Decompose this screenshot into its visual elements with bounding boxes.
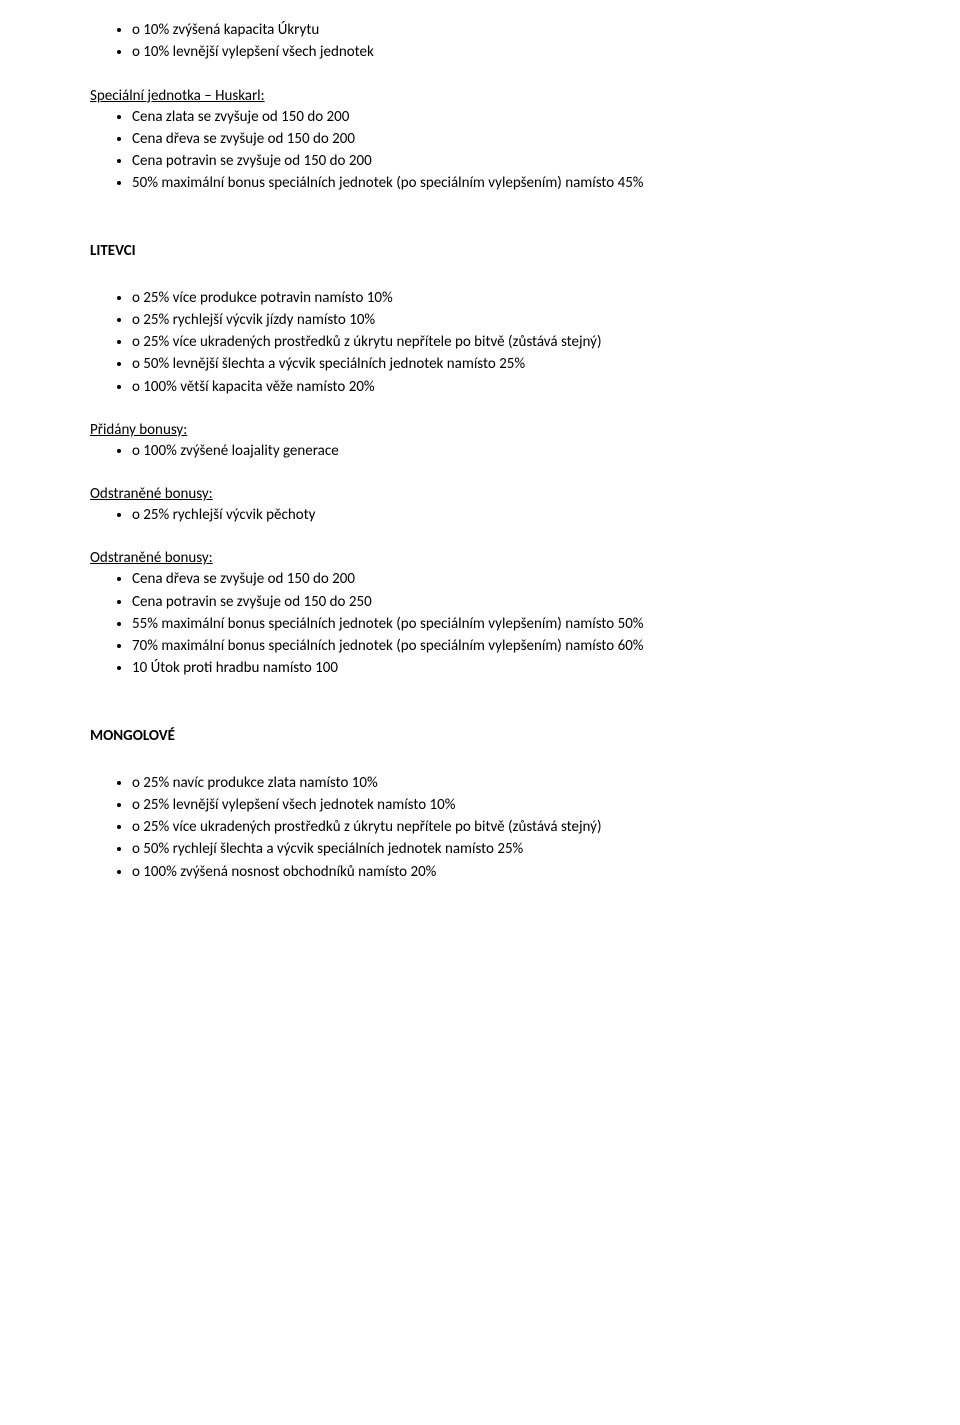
- section-underline-title: Odstraněné bonusy:: [90, 549, 870, 567]
- spacer: [90, 262, 870, 286]
- list-item: o 100% větší kapacita věže namísto 20%: [132, 377, 870, 397]
- list-item: o 25% rychlejší výcvik pěchoty: [132, 505, 870, 525]
- list-item: o 25% navíc produkce zlata namísto 10%: [132, 773, 870, 793]
- list-item: Cena potravin se zvyšuje od 150 do 200: [132, 151, 870, 171]
- heading-bold: MONGOLOVÉ: [90, 727, 870, 745]
- bullet-list: o 25% rychlejší výcvik pěchoty: [90, 505, 870, 525]
- list-item: o 25% levnější vylepšení všech jednotek …: [132, 795, 870, 815]
- document-page: o 10% zvýšená kapacita Úkrytuo 10% levně…: [0, 0, 960, 944]
- list-item: o 10% levnější vylepšení všech jednotek: [132, 42, 870, 62]
- heading-bold: LITEVCI: [90, 242, 870, 260]
- list-item: 70% maximální bonus speciálních jednotek…: [132, 636, 870, 656]
- section-underline-title: Odstraněné bonusy:: [90, 485, 870, 503]
- list-item: Cena dřeva se zvyšuje od 150 do 200: [132, 569, 870, 589]
- list-item: o 25% více ukradených prostředků z úkryt…: [132, 332, 870, 352]
- bullet-list: Cena dřeva se zvyšuje od 150 do 200 Cena …: [90, 569, 870, 678]
- bullet-list: o 25% více produkce potravin namísto 10%…: [90, 288, 870, 397]
- list-item: Cena potravin se zvyšuje od 150 do 250: [132, 592, 870, 612]
- bullet-list: o 10% zvýšená kapacita Úkrytuo 10% levně…: [90, 20, 870, 63]
- list-item: o 50% levnější šlechta a výcvik speciáln…: [132, 354, 870, 374]
- list-item: o 25% rychlejší výcvik jízdy namísto 10%: [132, 310, 870, 330]
- spacer: [90, 747, 870, 771]
- list-item: Cena zlata se zvyšuje od 150 do 200: [132, 107, 870, 127]
- list-item: 50% maximální bonus speciálních jednotek…: [132, 173, 870, 193]
- list-item: o 10% zvýšená kapacita Úkrytu: [132, 20, 870, 40]
- list-item: o 50% rychlejí šlechta a výcvik speciáln…: [132, 839, 870, 859]
- list-item: 55% maximální bonus speciálních jednotek…: [132, 614, 870, 634]
- list-item: Cena dřeva se zvyšuje od 150 do 200: [132, 129, 870, 149]
- bullet-list: o 25% navíc produkce zlata namísto 10%o …: [90, 773, 870, 882]
- bullet-list: o 100% zvýšené loajality generace: [90, 441, 870, 461]
- list-item: o 100% zvýšené loajality generace: [132, 441, 870, 461]
- list-item: o 100% zvýšená nosnost obchodníků namíst…: [132, 862, 870, 882]
- list-item: o 25% více produkce potravin namísto 10%: [132, 288, 870, 308]
- section-underline-title: Přidány bonusy:: [90, 421, 870, 439]
- section-underline-title: Speciální jednotka – Huskarl:: [90, 87, 870, 105]
- bullet-list: Cena zlata se zvyšuje od 150 do 200Cena …: [90, 107, 870, 194]
- list-item: 10 Útok proti hradbu namísto 100: [132, 658, 870, 678]
- list-item: o 25% více ukradených prostředků z úkryt…: [132, 817, 870, 837]
